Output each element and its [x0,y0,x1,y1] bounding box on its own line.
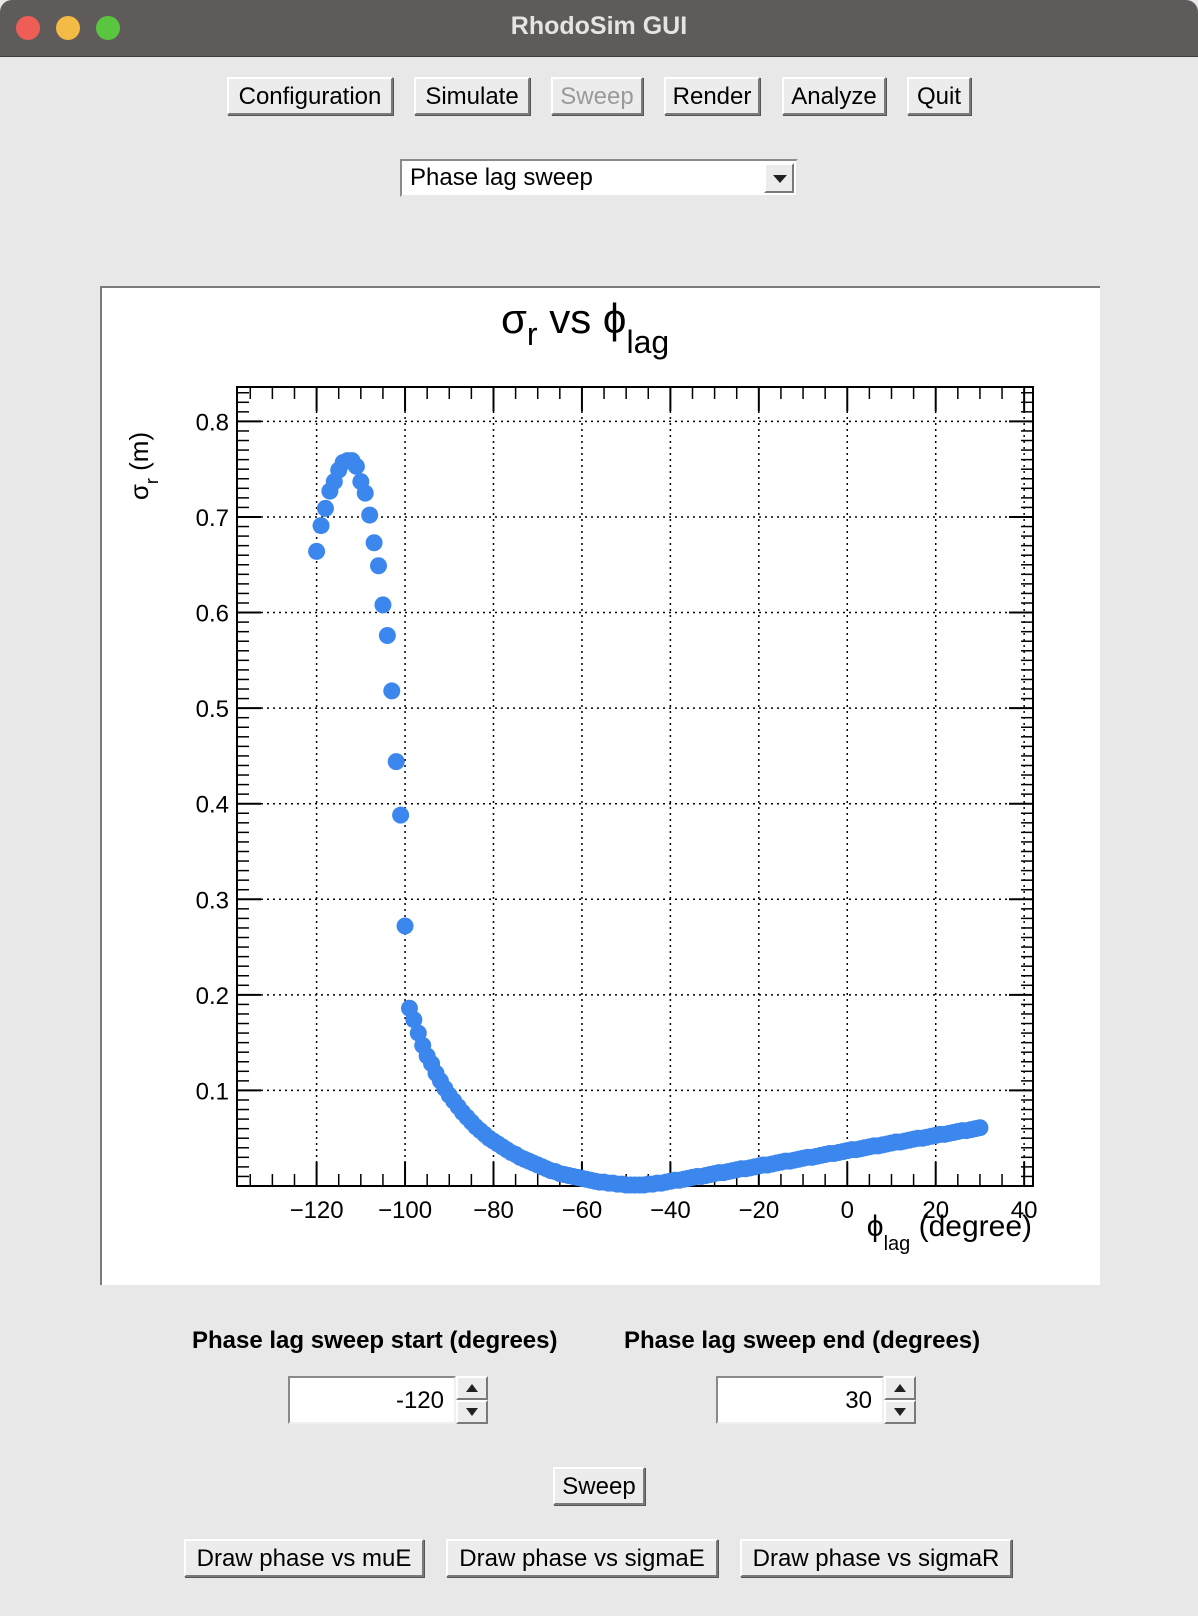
chart-title-phi-sub: lag [626,324,669,360]
x-axis-label-main: ϕ [867,1210,884,1243]
draw-phase-vs-mue-button[interactable]: Draw phase vs muE [184,1539,424,1577]
x-tick-label: −20 [738,1197,779,1224]
x-tick-label: 40 [1011,1197,1038,1224]
data-point [316,499,334,517]
increment-arrow-icon[interactable] [456,1376,488,1400]
maximize-window-icon[interactable] [96,16,120,40]
data-point [392,806,410,824]
sweep-start-stepper[interactable] [456,1376,488,1424]
y-tick-label: 0.6 [196,601,229,628]
sweep-start-input[interactable]: -120 [288,1376,456,1424]
analyze-button[interactable]: Analyze [782,77,886,115]
y-axis-label-sub: r [142,478,162,484]
data-point [378,626,396,644]
y-axis-label-main: σ [124,484,154,500]
data-point [308,542,326,560]
sweep-button[interactable]: Sweep [553,1467,645,1505]
configuration-button[interactable]: Configuration [227,77,393,115]
chart-title-sub: r [527,316,538,352]
quit-button[interactable]: Quit [907,77,971,115]
x-tick-labels: −120 −100 −80 −60 −40 −20 0 20 40 [290,1197,1038,1224]
data-point [361,506,379,524]
data-point [374,596,392,614]
sweep-tab-button[interactable]: Sweep [551,77,643,115]
data-point [370,557,388,575]
y-tick-label: 0.8 [196,409,229,436]
sweep-end-label: Phase lag sweep end (degrees) [624,1327,981,1354]
data-point [356,484,374,502]
sweep-end-input[interactable]: 30 [716,1376,884,1424]
x-axis-label-unit: (degree) [910,1210,1032,1243]
x-tick-label: −120 [290,1197,344,1224]
data-point [347,457,365,475]
y-tick-label: 0.3 [196,887,229,914]
grid-lines [237,387,1033,1186]
plot-canvas[interactable]: σr vs ϕlag 0.1 0.2 0.3 0.4 0.5 0.6 0.7 0.8 −120… [100,286,1100,1285]
decrement-arrow-icon[interactable] [884,1400,916,1424]
chevron-down-icon[interactable] [764,163,794,193]
sweep-start-label: Phase lag sweep start (degrees) [192,1327,558,1354]
draw-phase-vs-sigmar-button[interactable]: Draw phase vs sigmaR [740,1539,1012,1577]
simulate-button[interactable]: Simulate [414,77,530,115]
chart-title-main: σ [501,295,527,342]
render-button[interactable]: Render [664,77,760,115]
data-point [383,682,401,700]
y-tick-label: 0.2 [196,983,229,1010]
chart-title: σr vs ϕlag [501,295,669,360]
y-axis-label: σr (m) [124,432,162,500]
decrement-arrow-icon[interactable] [456,1400,488,1424]
x-tick-label: 0 [841,1197,854,1224]
plot-frame [236,386,1034,1187]
increment-arrow-icon[interactable] [884,1376,916,1400]
y-axis-label-unit: (m) [124,432,154,478]
sweep-end-value: 30 [845,1387,872,1414]
sweep-mode-dropdown[interactable]: Phase lag sweep [400,159,798,197]
data-point [365,534,383,552]
axis-ticks [237,387,1033,1186]
y-tick-label: 0.7 [196,505,229,532]
sweep-start-value: -120 [395,1387,444,1414]
chart-title-phi: ϕ [603,295,627,342]
x-tick-label: −100 [378,1197,432,1224]
data-point [405,1011,423,1029]
x-tick-label: −60 [562,1197,603,1224]
window-title: RhodoSim GUI [510,12,688,40]
chart-title-vs: vs [538,295,603,342]
draw-phase-vs-sigmae-button[interactable]: Draw phase vs sigmaE [446,1539,718,1577]
y-tick-labels: 0.1 0.2 0.3 0.4 0.5 0.6 0.7 0.8 [196,409,229,1105]
y-tick-label: 0.4 [196,792,229,819]
y-tick-label: 0.5 [196,696,229,723]
close-window-icon[interactable] [16,16,40,40]
data-point [971,1119,989,1137]
sweep-mode-selected: Phase lag sweep [410,164,593,191]
x-tick-label: −80 [473,1197,514,1224]
data-point [396,917,414,935]
x-axis-label: ϕlag (degree) [867,1210,1032,1255]
x-axis-label-sub: lag [884,1233,911,1255]
data-point [387,753,405,771]
y-tick-label: 0.1 [196,1078,229,1105]
minimize-window-icon[interactable] [56,16,80,40]
data-point [312,517,330,535]
x-tick-label: 20 [922,1197,949,1224]
scatter-chart: σr vs ϕlag 0.10.20.30.40.50.60.70.8 −120… [124,295,1038,1255]
x-tick-label: −40 [650,1197,691,1224]
sweep-end-stepper[interactable] [884,1376,916,1424]
data-points [308,452,989,1194]
title-bar[interactable]: RhodoSim GUI [0,0,1198,57]
